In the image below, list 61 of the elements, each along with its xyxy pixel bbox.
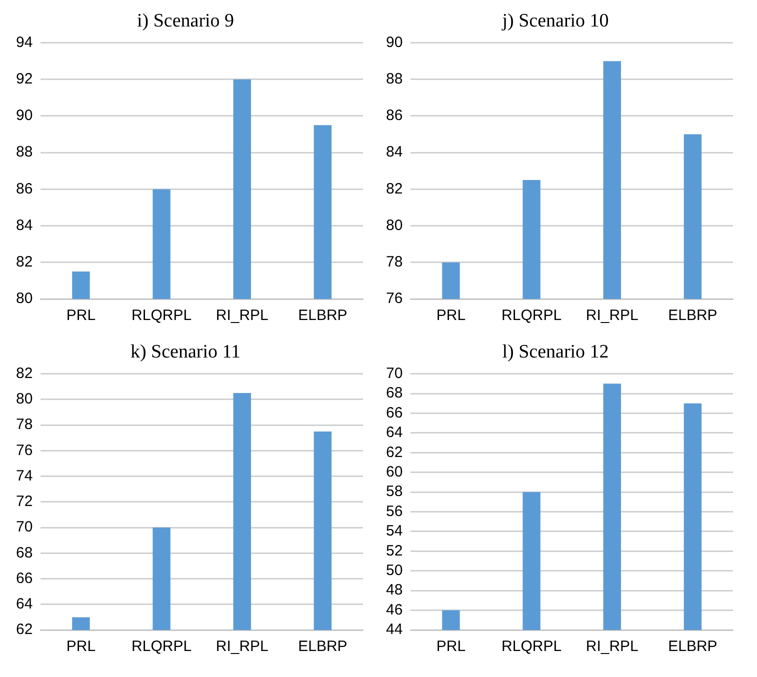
y-tick-label: 70 xyxy=(16,518,33,536)
y-tick-label: 88 xyxy=(16,144,33,161)
y-tick-label: 50 xyxy=(386,562,403,580)
y-tick-label: 82 xyxy=(16,364,33,382)
chart-title: l) Scenario 12 xyxy=(502,341,609,362)
y-tick-label: 44 xyxy=(386,621,403,638)
y-tick-label: 80 xyxy=(16,390,33,408)
x-tick-label: PRL xyxy=(436,307,466,324)
y-tick-label: 68 xyxy=(16,544,33,562)
y-tick-label: 46 xyxy=(386,601,403,618)
y-tick-label: 78 xyxy=(16,416,33,434)
y-tick-label: 66 xyxy=(16,570,33,587)
y-tick-label: 80 xyxy=(386,216,403,234)
y-tick-label: 60 xyxy=(386,463,403,480)
x-tick-label: RI_RPL xyxy=(216,307,268,324)
x-tick-label: RLQRPL xyxy=(502,638,562,656)
y-tick-label: 72 xyxy=(16,493,33,510)
x-tick-label: RLQRPL xyxy=(132,307,192,324)
y-tick-label: 86 xyxy=(16,180,33,198)
x-tick-label: RI_RPL xyxy=(216,638,268,656)
y-tick-label: 82 xyxy=(16,254,33,271)
y-tick-label: 86 xyxy=(386,107,403,124)
y-tick-label: 62 xyxy=(386,444,403,461)
chart-title: k) Scenario 11 xyxy=(130,341,241,362)
y-tick-label: 74 xyxy=(16,467,33,484)
y-tick-label: 64 xyxy=(16,596,33,613)
x-tick-label: ELBRP xyxy=(298,638,348,656)
y-tick-label: 92 xyxy=(16,70,33,88)
x-tick-label: ELBRP xyxy=(298,307,348,324)
y-tick-label: 58 xyxy=(386,483,403,500)
y-tick-label: 52 xyxy=(386,542,403,560)
y-tick-label: 66 xyxy=(386,404,403,422)
y-tick-label: 64 xyxy=(386,424,403,442)
y-tick-label: 68 xyxy=(386,384,403,402)
y-tick-label: 94 xyxy=(16,34,33,51)
chart-title: j) Scenario 10 xyxy=(501,10,609,32)
y-tick-label: 80 xyxy=(16,290,33,308)
y-tick-label: 78 xyxy=(386,254,403,271)
y-tick-label: 84 xyxy=(16,216,33,234)
y-tick-label: 88 xyxy=(386,70,403,88)
y-tick-label: 90 xyxy=(386,34,403,51)
x-tick-label: RI_RPL xyxy=(586,307,638,324)
y-tick-label: 84 xyxy=(386,144,403,161)
y-tick-label: 76 xyxy=(386,290,403,308)
x-tick-label: ELBRP xyxy=(668,638,718,656)
y-tick-label: 48 xyxy=(386,582,403,599)
x-tick-label: RLQRPL xyxy=(132,638,192,656)
x-tick-label: RLQRPL xyxy=(502,307,562,324)
y-tick-label: 70 xyxy=(386,364,403,382)
y-tick-label: 56 xyxy=(386,502,403,520)
x-tick-label: ELBRP xyxy=(668,307,718,324)
y-tick-label: 76 xyxy=(16,442,33,459)
x-tick-label: RI_RPL xyxy=(586,638,638,656)
chart-title: i) Scenario 9 xyxy=(136,10,234,32)
y-tick-label: 82 xyxy=(386,180,403,198)
y-tick-label: 90 xyxy=(16,107,33,124)
x-tick-label: PRL xyxy=(66,307,96,324)
y-tick-label: 62 xyxy=(16,621,33,638)
y-tick-label: 54 xyxy=(386,522,403,540)
x-tick-label: PRL xyxy=(436,638,466,656)
x-tick-label: PRL xyxy=(66,638,96,656)
